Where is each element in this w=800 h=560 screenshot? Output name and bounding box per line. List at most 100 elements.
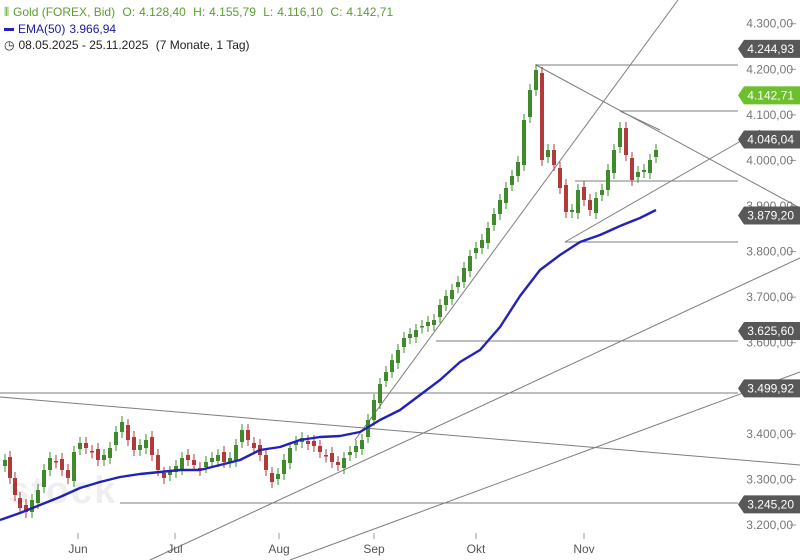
period-label: (7 Monate, 1 Tag) bbox=[155, 38, 250, 52]
trend-line bbox=[535, 64, 800, 209]
candle-body bbox=[600, 190, 604, 195]
candle-body bbox=[144, 440, 148, 448]
y-tick-label: 4.300,00 bbox=[746, 17, 793, 31]
x-tick-label: Okt bbox=[467, 542, 486, 556]
candle-body bbox=[558, 168, 562, 188]
clock-icon: ◷ bbox=[4, 38, 15, 52]
candle-body bbox=[480, 240, 484, 248]
candle-body bbox=[72, 452, 76, 481]
candle-body bbox=[174, 466, 178, 472]
x-tick-label: Jul bbox=[167, 542, 182, 556]
x-tick-label: Aug bbox=[268, 542, 289, 556]
candle-body bbox=[576, 190, 580, 213]
candle-body bbox=[228, 458, 232, 462]
candle-body bbox=[318, 446, 322, 452]
candle-body bbox=[156, 455, 160, 470]
ohlc-header: ⫴ Gold (FOREX, Bid) O: 4.128,40 H: 4.155,79… bbox=[4, 5, 397, 19]
candle-body bbox=[654, 150, 658, 157]
candlestick-icon: ⫴ bbox=[4, 5, 10, 19]
candle-body bbox=[594, 198, 598, 213]
candle-body bbox=[186, 455, 190, 460]
candle-body bbox=[288, 448, 292, 463]
candle-body bbox=[96, 449, 100, 460]
candle-body bbox=[102, 455, 106, 460]
candle-body bbox=[588, 200, 592, 210]
candle-body bbox=[444, 296, 448, 305]
candle-body bbox=[384, 372, 388, 381]
candle-body bbox=[210, 458, 214, 462]
candle-body bbox=[354, 446, 358, 452]
candle-body bbox=[564, 185, 568, 212]
watermark: stock bbox=[8, 470, 118, 512]
candle-body bbox=[48, 458, 52, 470]
candle-body bbox=[264, 455, 268, 470]
x-tick-label: Nov bbox=[573, 542, 594, 556]
ema-swatch-icon bbox=[4, 28, 14, 32]
candle-body bbox=[498, 200, 502, 214]
candle-body bbox=[456, 282, 460, 287]
candle-body bbox=[90, 451, 94, 453]
candle-body bbox=[18, 498, 22, 508]
candle-body bbox=[240, 430, 244, 442]
candle-body bbox=[516, 162, 520, 176]
current-price-tag bbox=[738, 86, 800, 105]
candle-body bbox=[13, 478, 17, 495]
candle-body bbox=[54, 461, 58, 463]
ema-line bbox=[0, 208, 657, 522]
y-tick-label: 3.800,00 bbox=[746, 245, 793, 259]
candle-body bbox=[648, 160, 652, 173]
candle-body bbox=[180, 458, 184, 469]
y-tick-label: 3.400,00 bbox=[746, 427, 793, 441]
price-label-text: 4.142,71 bbox=[747, 88, 794, 102]
candle-body bbox=[150, 437, 154, 455]
ema-value: 3.966,94 bbox=[69, 22, 117, 36]
low-label: L: bbox=[263, 5, 274, 19]
date-range: 08.05.2025 - 25.11.2025 bbox=[18, 38, 149, 52]
trend-line bbox=[149, 257, 800, 560]
trend-line bbox=[619, 110, 661, 131]
candle-body bbox=[78, 443, 82, 449]
candle-body bbox=[534, 70, 538, 90]
candle-body bbox=[42, 470, 46, 487]
candle-body bbox=[24, 505, 28, 512]
candle-body bbox=[66, 470, 70, 478]
price-label-text: 4.244,93 bbox=[747, 42, 794, 56]
candle-body bbox=[246, 430, 250, 440]
candle-body bbox=[552, 150, 556, 165]
candle-body bbox=[336, 462, 340, 465]
candle-body bbox=[612, 150, 616, 173]
candle-body bbox=[396, 350, 400, 363]
candle-body bbox=[432, 320, 436, 325]
ema-header: EMA(50) 3.966,94 bbox=[4, 22, 120, 36]
low-value: 4.116,10 bbox=[277, 5, 324, 19]
price-line-tag bbox=[738, 495, 800, 514]
candle-body bbox=[204, 462, 208, 467]
candle-body bbox=[420, 326, 424, 328]
candle-body bbox=[408, 334, 412, 338]
candle-body bbox=[522, 120, 526, 165]
candle-body bbox=[132, 437, 136, 450]
candle-body bbox=[492, 214, 496, 225]
candle-body bbox=[216, 455, 220, 461]
trend-line bbox=[289, 371, 800, 560]
candle-body bbox=[8, 457, 12, 478]
high-value: 4.155,79 bbox=[209, 5, 256, 19]
close-label: C: bbox=[330, 5, 343, 19]
x-tick-label: Sep bbox=[363, 542, 385, 556]
candle-body bbox=[126, 425, 130, 440]
candle-body bbox=[642, 170, 646, 172]
candle-body bbox=[348, 452, 352, 455]
open-label: O: bbox=[122, 5, 136, 19]
candle-body bbox=[60, 459, 64, 470]
candle-body bbox=[360, 440, 364, 449]
price-line-tag bbox=[738, 39, 800, 58]
trend-line bbox=[0, 396, 800, 466]
candle-body bbox=[426, 322, 430, 326]
candle-body bbox=[330, 453, 334, 462]
high-label: H: bbox=[193, 5, 206, 19]
price-label-text: 4.046,04 bbox=[747, 132, 794, 146]
y-tick-label: 4.000,00 bbox=[746, 153, 793, 167]
close-value: 4.142,71 bbox=[346, 5, 394, 19]
candle-body bbox=[414, 330, 418, 337]
